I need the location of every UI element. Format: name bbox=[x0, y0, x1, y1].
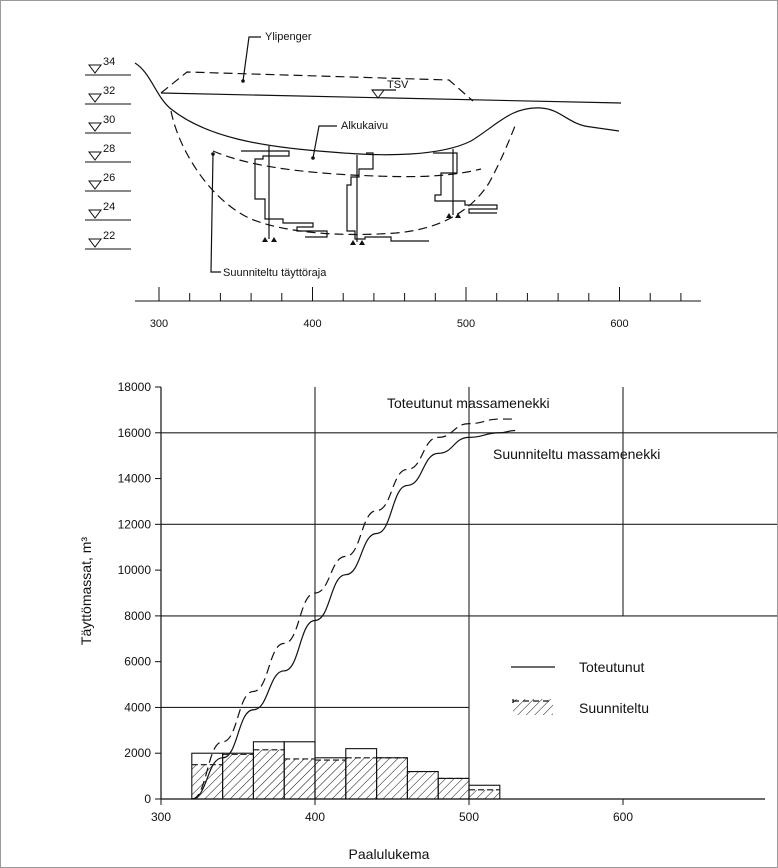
sounding-profile-1 bbox=[241, 150, 328, 238]
y-tick-label: 8000 bbox=[124, 609, 151, 623]
y-tick-label: 10000 bbox=[118, 563, 152, 577]
borehole-markers bbox=[262, 146, 461, 245]
y-tick-label: 0 bbox=[144, 792, 151, 806]
y-tick-label: 12000 bbox=[118, 517, 152, 531]
legend: Toteutunut Suunniteltu bbox=[511, 659, 649, 716]
water-level-icon bbox=[88, 209, 102, 219]
scale-tick-label: 300 bbox=[150, 318, 168, 330]
planned-fill-boundary bbox=[170, 110, 516, 236]
elevation-label: 24 bbox=[103, 201, 115, 213]
x-tick-label: 400 bbox=[305, 810, 325, 824]
water-level-icon bbox=[88, 151, 102, 161]
y-tick-label: 18000 bbox=[118, 380, 152, 394]
water-level-icon bbox=[88, 238, 102, 248]
alkukaivu-leader bbox=[312, 125, 337, 159]
curve-suunniteltu-massamenekki bbox=[191, 429, 516, 800]
bar-suunniteltu bbox=[315, 760, 346, 799]
x-tick-label: 300 bbox=[151, 810, 171, 824]
bar-suunniteltu bbox=[469, 789, 500, 799]
elevation-label: 22 bbox=[103, 230, 115, 242]
legend-label-suunniteltu: Suunniteltu bbox=[579, 700, 649, 716]
y-tick-label: 16000 bbox=[118, 426, 152, 440]
y-tick-label: 6000 bbox=[124, 655, 151, 669]
chart-gridlines bbox=[161, 387, 777, 799]
inner-fill-curve bbox=[212, 150, 482, 178]
bar-suunniteltu bbox=[407, 771, 439, 799]
elevation-scale: 34 32 30 28 26 24 22 bbox=[85, 56, 131, 250]
label-alkukaivu: Alkukaivu bbox=[341, 120, 388, 132]
label-ylipenger: Ylipenger bbox=[265, 31, 312, 43]
elevation-label: 26 bbox=[103, 172, 115, 184]
scale-tick-label: 600 bbox=[610, 318, 628, 330]
x-tick-label: 500 bbox=[459, 810, 479, 824]
tsv-symbol bbox=[371, 89, 385, 99]
y-axis-label: Täyttömassat, m³ bbox=[78, 537, 94, 645]
ylipenger-leader bbox=[242, 36, 261, 82]
legend-label-toteutunut: Toteutunut bbox=[579, 659, 644, 675]
water-level-icon bbox=[88, 93, 102, 103]
chart-axes: 0 2000 4000 6000 8000 10000 12000 14000 16000 180… bbox=[118, 380, 765, 824]
water-level-icon bbox=[88, 122, 102, 132]
x-axis-label: Paalulukema bbox=[349, 846, 430, 862]
bars-suunniteltu bbox=[191, 749, 500, 799]
water-level-icon bbox=[88, 64, 102, 74]
sounding-profile-3 bbox=[433, 152, 498, 214]
label-tsv: TSV bbox=[387, 79, 409, 91]
x-tick-label: 600 bbox=[613, 810, 633, 824]
excavation-profile bbox=[134, 62, 620, 156]
legend-hatch-swatch bbox=[513, 699, 553, 715]
scale-tick-label: 500 bbox=[457, 318, 475, 330]
curve-label-toteutunut: Toteutunut massamenekki bbox=[387, 395, 550, 411]
y-tick-label: 4000 bbox=[124, 700, 151, 714]
station-scale: 300 400 500 600 bbox=[135, 287, 701, 330]
elevation-label: 28 bbox=[103, 143, 115, 155]
cross-section-diagram: 34 32 30 28 26 24 22 Ylipenger TSV bbox=[85, 31, 701, 330]
overburden-outline bbox=[160, 71, 474, 102]
bar-suunniteltu bbox=[284, 758, 315, 799]
bar-suunniteltu bbox=[222, 754, 254, 799]
curve-label-suunniteltu: Suunniteltu massamenekki bbox=[493, 446, 660, 462]
bar-suunniteltu bbox=[438, 778, 469, 799]
water-surface-line bbox=[160, 92, 622, 104]
scale-tick-label: 400 bbox=[303, 318, 321, 330]
taytoraja-leader bbox=[210, 153, 221, 273]
label-taytoraja: Suunniteltu täyttöraja bbox=[223, 267, 327, 279]
curve-toteutunut-massamenekki bbox=[191, 418, 516, 800]
y-tick-label: 14000 bbox=[118, 472, 152, 486]
bar-suunniteltu bbox=[253, 749, 285, 799]
elevation-label: 30 bbox=[103, 114, 115, 126]
fill-mass-chart: 0 2000 4000 6000 8000 10000 12000 14000 16000 180… bbox=[78, 380, 777, 862]
cumulative-curves bbox=[191, 418, 516, 800]
bar-suunniteltu bbox=[376, 757, 408, 799]
bar-suunniteltu bbox=[345, 757, 377, 799]
elevation-label: 34 bbox=[103, 56, 115, 68]
elevation-label: 32 bbox=[103, 85, 115, 97]
sounding-profile-2 bbox=[346, 152, 429, 242]
water-level-icon bbox=[88, 180, 102, 190]
y-tick-label: 2000 bbox=[124, 746, 151, 760]
